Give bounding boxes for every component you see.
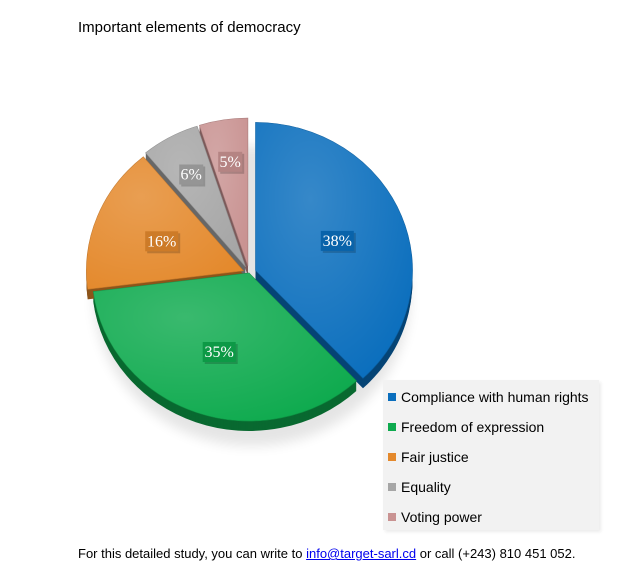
- legend-label: Fair justice: [401, 449, 469, 465]
- data-label-box: [179, 164, 204, 185]
- legend-swatch: [388, 483, 396, 491]
- data-label-text: 5%: [220, 154, 241, 171]
- legend-label: Freedom of expression: [401, 419, 545, 435]
- legend-item-freedom-of-expression: Freedom of expression: [383, 412, 599, 442]
- legend-label: Compliance with human rights: [401, 389, 589, 405]
- legend-label: Voting power: [401, 509, 482, 525]
- footer-note: For this detailed study, you can write t…: [78, 546, 575, 561]
- data-label-equality: 6%: [179, 164, 206, 187]
- data-label-freedom-of-expression: 35%: [202, 342, 238, 364]
- data-label-box: [202, 342, 236, 362]
- data-label-compliance-with-human-rights: 38%: [320, 230, 356, 253]
- legend-label: Equality: [401, 479, 451, 495]
- legend-item-fair-justice: Fair justice: [383, 442, 599, 472]
- data-label-voting-power: 5%: [218, 151, 245, 174]
- chart-title: Important elements of democracy: [78, 19, 301, 36]
- legend-item-equality: Equality: [383, 472, 599, 502]
- footer-text-before: For this detailed study, you can write t…: [78, 546, 307, 561]
- data-label-fair-justice: 16%: [145, 231, 181, 254]
- legend-swatch: [388, 423, 396, 431]
- legend-swatch: [388, 393, 396, 401]
- data-label-box: [145, 231, 179, 252]
- legend-swatch: [388, 513, 396, 521]
- email-link[interactable]: info@target-sarl.cd: [306, 546, 417, 561]
- data-label-text: 6%: [181, 167, 202, 184]
- data-label-text: 38%: [323, 233, 352, 250]
- pie-slice-sheen-fair-justice: [86, 156, 244, 290]
- data-label-box: [320, 230, 354, 251]
- pie-slice-sheen-equality: [145, 126, 246, 267]
- data-label-box: [218, 151, 243, 172]
- data-label-text: 35%: [205, 344, 234, 361]
- legend-item-compliance-with-human-rights: Compliance with human rights: [383, 382, 599, 412]
- legend-item-voting-power: Voting power: [383, 502, 599, 532]
- chart-legend: Compliance with human rights Freedom of e…: [383, 380, 599, 530]
- data-label-text: 16%: [147, 233, 176, 250]
- legend-swatch: [388, 453, 396, 461]
- footer-text-after: or call (+243) 810 451 052.: [416, 546, 576, 561]
